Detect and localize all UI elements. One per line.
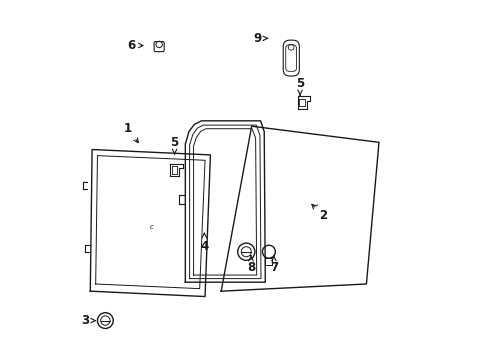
Polygon shape	[221, 126, 378, 291]
FancyBboxPatch shape	[154, 41, 164, 51]
Polygon shape	[185, 121, 265, 282]
Text: 1: 1	[123, 122, 138, 143]
Text: 2: 2	[311, 204, 327, 222]
Text: 6: 6	[127, 39, 142, 52]
Text: 3: 3	[81, 314, 95, 327]
Text: 7: 7	[269, 256, 277, 274]
Text: 8: 8	[246, 256, 255, 274]
FancyBboxPatch shape	[283, 40, 299, 76]
Text: c: c	[149, 224, 153, 230]
Text: ': '	[314, 204, 317, 213]
Text: 5: 5	[295, 77, 304, 95]
Polygon shape	[90, 149, 210, 297]
Text: 4: 4	[200, 233, 208, 253]
Text: 5: 5	[170, 136, 178, 154]
Text: 9: 9	[252, 32, 267, 45]
FancyBboxPatch shape	[285, 45, 296, 71]
